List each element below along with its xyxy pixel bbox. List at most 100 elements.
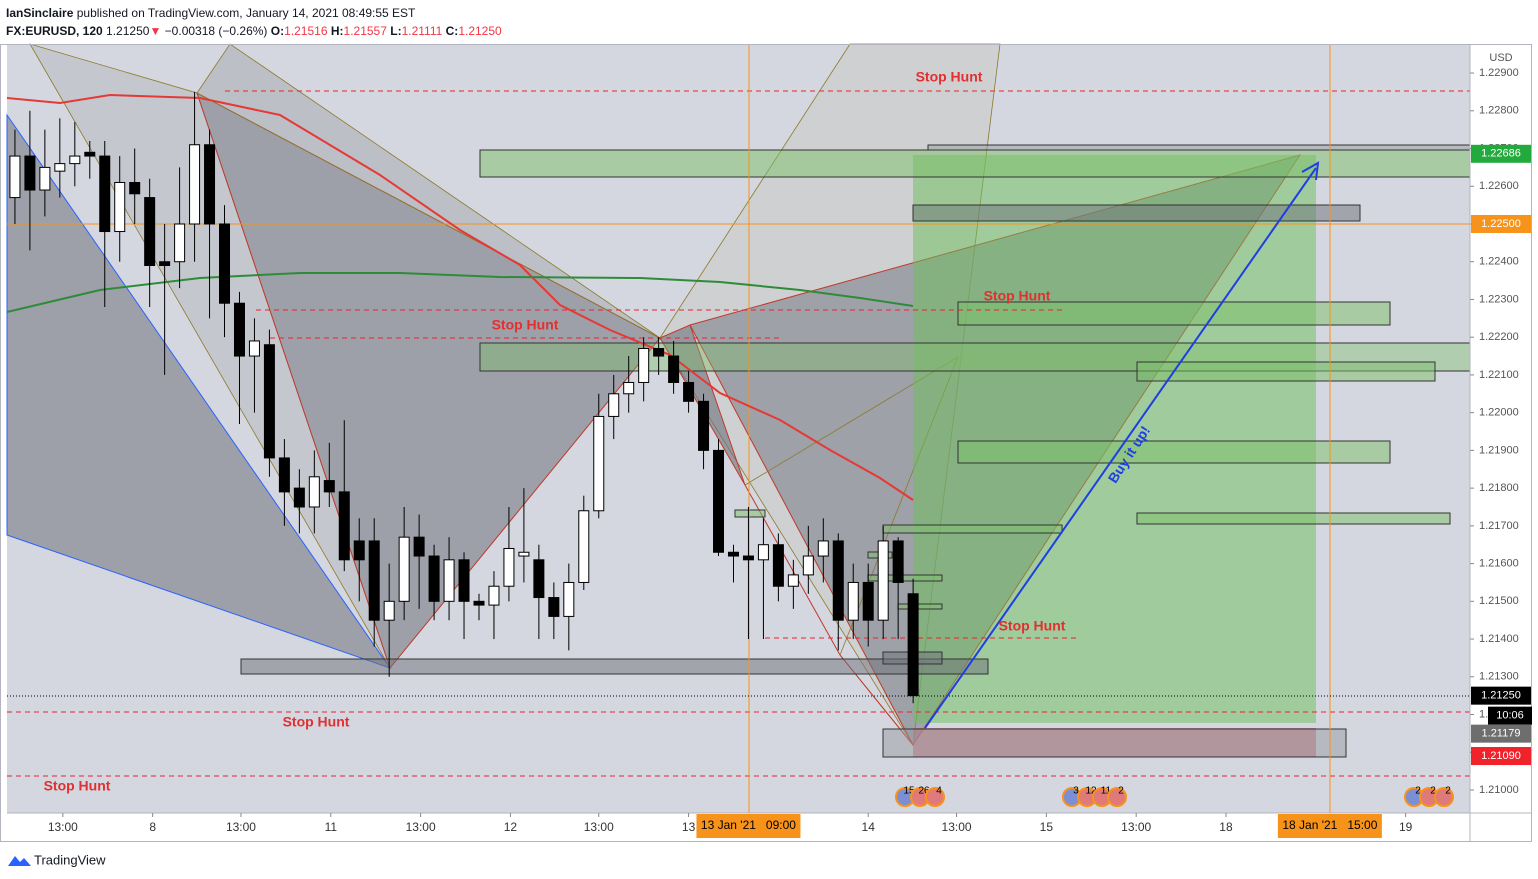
published: published on TradingView.com, January 14… (76, 6, 416, 20)
zone (1136, 512, 1451, 525)
candle-body (323, 480, 335, 493)
arrow-head (1301, 161, 1320, 181)
candle-body (907, 593, 919, 697)
candle-body (233, 302, 245, 357)
event-count: 2 (1445, 786, 1451, 797)
y-tick-label: 1.22600 (1479, 180, 1519, 192)
x-tick-label: 13:00 (942, 820, 972, 834)
event-count: 12 (1085, 786, 1097, 797)
price-tag (1471, 144, 1531, 163)
x-marker-label: 13 Jan '21 09:00 (701, 818, 796, 832)
x-tick-label: 15 (1040, 820, 1054, 834)
candle-body (713, 449, 725, 553)
event-count: 15 (903, 786, 915, 797)
candle-body (488, 585, 500, 606)
moving-average (6, 272, 914, 313)
c: 1.21250 (458, 24, 502, 38)
candle-body (383, 600, 395, 621)
y-tick-label: 1.22300 (1479, 293, 1519, 305)
y-tick-label: 1.21900 (1479, 444, 1519, 456)
candle-body (653, 348, 665, 357)
arrow (924, 161, 1320, 729)
candle-body (353, 540, 365, 561)
candle-body (368, 540, 380, 621)
candle-body (413, 536, 425, 557)
candle-body (623, 381, 635, 395)
candle-body (787, 574, 799, 587)
arrow: ▼ (149, 24, 162, 38)
event-count: 2 (1118, 786, 1124, 797)
brand: TradingView (34, 852, 106, 867)
zone (957, 440, 1391, 464)
h-label: H: (330, 24, 344, 38)
pattern-line (744, 484, 914, 746)
profit-zone (913, 155, 1316, 723)
candle-body (9, 155, 21, 199)
candle-body (54, 163, 66, 172)
candle-body (518, 551, 530, 557)
event-count: 4 (936, 786, 942, 797)
price-tag-label: 1.21250 (1481, 690, 1521, 702)
candle-body (39, 166, 51, 191)
c-label: C: (445, 24, 459, 38)
y-tick-label: 1.21000 (1479, 784, 1519, 796)
moving-average (6, 93, 914, 501)
candle-body (99, 155, 111, 233)
l-label: L: (390, 24, 402, 38)
header: IanSinclaire published on TradingView.co… (6, 4, 502, 40)
price-tag (1471, 747, 1531, 766)
axes: 1.229001.228001.227001.226001.225001.224… (48, 67, 1532, 838)
candle-body (204, 144, 216, 225)
price-tag-label: 1.21179 (1482, 728, 1521, 740)
price-axis-bg (1470, 44, 1532, 813)
candle-body (308, 476, 320, 508)
zone (882, 728, 1347, 758)
x-tick-label: 13:00 (406, 820, 436, 834)
h: 1.21557 (343, 24, 387, 38)
candle-body (84, 151, 96, 157)
candle-body (593, 415, 605, 512)
candle-body (802, 555, 814, 576)
candle-body (219, 223, 231, 304)
pattern (6, 113, 392, 669)
y-tick-label: 1.21700 (1479, 520, 1519, 532)
x-tick-label: 13:00 (48, 820, 78, 834)
candle-body (443, 559, 455, 602)
candle-body (698, 400, 710, 451)
zone (734, 509, 766, 518)
y-tick-label: 1.21800 (1479, 482, 1519, 494)
change: −0.00318 (−0.26%) (164, 24, 268, 38)
y-tick-label: 1.22400 (1479, 256, 1519, 268)
candle-body (757, 544, 769, 561)
candle-body (862, 581, 874, 621)
candle-body (817, 540, 829, 557)
symbol: FX:EURUSD, 120 (6, 24, 103, 38)
candle-body (772, 544, 784, 587)
x-tick-label: 11 (325, 820, 338, 834)
last: 1.21250 (106, 24, 150, 38)
event-count: 2 (1415, 786, 1421, 797)
x-tick-label: 12 (504, 820, 518, 834)
candle-body (129, 181, 141, 195)
x-marker-bg (1277, 814, 1382, 838)
y-tick-label: 1.21400 (1479, 633, 1519, 645)
annotation: Stop Hunt (492, 317, 559, 333)
x-tick-label: 13 (682, 820, 696, 834)
y-tick-label: 1.22800 (1479, 105, 1519, 117)
event-count: 26 (918, 786, 930, 797)
pattern (196, 43, 661, 339)
author: IanSinclaire (6, 6, 74, 20)
l: 1.21111 (401, 24, 443, 38)
price-tag-label: 1.22500 (1481, 218, 1521, 230)
zone (957, 301, 1391, 326)
event-count: 3 (1073, 786, 1079, 797)
stop-lines (7, 90, 1470, 777)
candle-body (159, 261, 171, 266)
x-tick-label: 19 (1399, 820, 1413, 834)
y-tick-label: 1.22200 (1479, 331, 1519, 343)
event-count: 11 (1101, 786, 1112, 797)
header-line2: FX:EURUSD, 120 1.21250▼ −0.00318 (−0.26%… (6, 22, 502, 40)
candle-body (114, 181, 126, 233)
